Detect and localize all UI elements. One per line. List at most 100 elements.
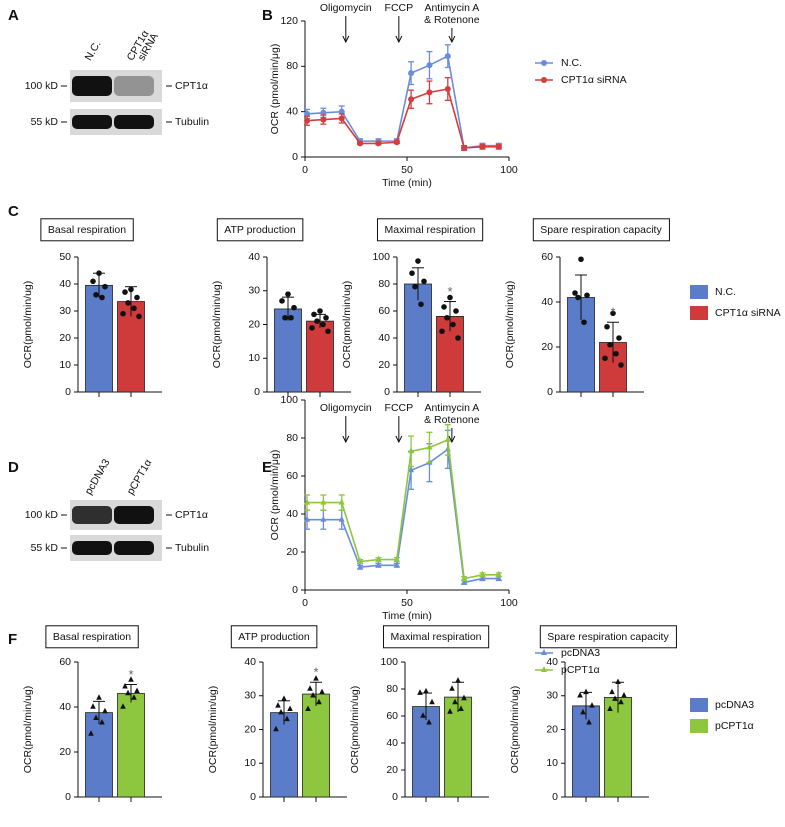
data-point xyxy=(325,328,331,335)
data-point xyxy=(618,698,624,705)
legend-swatch xyxy=(690,719,708,733)
data-point xyxy=(96,694,102,700)
y-tick-label: 10 xyxy=(244,757,256,769)
data-point xyxy=(409,270,415,277)
arrow-head xyxy=(395,35,403,44)
legend-label: pCPT1α xyxy=(561,664,600,676)
marker xyxy=(426,89,433,96)
data-point xyxy=(621,691,627,698)
legend-marker xyxy=(541,649,547,655)
bar xyxy=(412,706,440,798)
data-point xyxy=(426,718,432,725)
y-tick-label: 0 xyxy=(254,386,260,398)
data-point xyxy=(128,676,134,682)
data-point xyxy=(122,289,128,295)
y-tick-label: 30 xyxy=(59,305,71,317)
significance: * xyxy=(313,665,318,680)
x-tick-label: 0 xyxy=(302,597,308,609)
x-tick-label: 50 xyxy=(401,597,413,609)
marker xyxy=(304,110,311,117)
legend-label: pCPT1α xyxy=(715,720,754,732)
y-tick-label: 20 xyxy=(244,723,256,735)
y-tick-label: 10 xyxy=(59,359,71,371)
data-point xyxy=(577,691,583,698)
panel-label: E xyxy=(262,459,272,476)
data-point xyxy=(420,712,426,718)
y-tick-label: 60 xyxy=(386,710,398,722)
y-tick-label: 60 xyxy=(541,251,553,263)
y-tick-label: 100 xyxy=(380,656,398,668)
data-point xyxy=(584,292,590,299)
marker xyxy=(461,144,468,151)
data-point xyxy=(136,313,142,320)
arrow-head xyxy=(448,435,456,444)
y-tick-label: 20 xyxy=(541,341,553,353)
data-point xyxy=(441,304,447,310)
y-tick-label: 40 xyxy=(59,701,71,713)
chart-title: ATP production xyxy=(238,631,310,643)
blot-band xyxy=(72,506,112,524)
chart-title: ATP production xyxy=(224,224,296,236)
lane-label: N.C. xyxy=(83,39,104,63)
series-line xyxy=(306,88,499,149)
series-line xyxy=(307,438,499,580)
y-axis-label: OCR(pmol/min/ug) xyxy=(22,686,34,774)
legend-label: CPT1α siRNA xyxy=(715,307,781,319)
data-point xyxy=(607,705,613,712)
lane-label: pCPT1α xyxy=(125,457,155,497)
data-point xyxy=(281,695,287,701)
annotation: & Rotenone xyxy=(424,14,480,26)
data-point xyxy=(99,718,105,725)
data-point xyxy=(589,702,595,708)
x-tick-label: 0 xyxy=(302,164,308,176)
series-line xyxy=(307,447,499,584)
marker xyxy=(408,70,415,77)
bar xyxy=(270,712,298,798)
y-axis-label: OCR (pmol/min/μg) xyxy=(269,450,281,541)
y-tick-label: 0 xyxy=(250,791,256,803)
y-tick-label: 20 xyxy=(386,764,398,776)
band-size: 100 kD xyxy=(25,80,59,92)
y-axis-label: OCR(pmol/min/ug) xyxy=(22,281,34,369)
marker xyxy=(393,139,400,146)
marker xyxy=(320,109,327,116)
marker xyxy=(338,515,345,522)
y-tick-label: 80 xyxy=(378,278,390,290)
y-tick-label: 40 xyxy=(386,737,398,749)
data-point xyxy=(610,310,616,317)
bar xyxy=(85,712,113,798)
y-tick-label: 0 xyxy=(292,151,298,163)
data-point xyxy=(275,702,281,708)
data-point xyxy=(99,294,105,301)
y-axis-label: OCR(pmol/min/ug) xyxy=(504,281,516,369)
data-point xyxy=(319,688,325,695)
bar xyxy=(85,284,113,393)
y-tick-label: 0 xyxy=(547,386,553,398)
marker xyxy=(426,62,433,69)
blot-band xyxy=(72,541,112,555)
data-point xyxy=(612,695,618,701)
marker xyxy=(357,557,364,564)
y-tick-label: 20 xyxy=(248,318,260,330)
title-box xyxy=(376,218,484,242)
data-point xyxy=(291,304,297,311)
legend-label: CPT1α siRNA xyxy=(561,74,627,86)
marker xyxy=(304,515,311,522)
y-tick-label: 40 xyxy=(244,656,256,668)
y-axis-label: OCR(pmol/min/ug) xyxy=(341,281,353,369)
chart-title: Maximal respiration xyxy=(384,224,475,236)
data-point xyxy=(423,687,429,694)
data-point xyxy=(613,350,619,357)
y-axis-label: OCR(pmol/min/ug) xyxy=(509,686,521,774)
data-point xyxy=(458,705,464,712)
marker xyxy=(408,466,415,473)
data-point xyxy=(455,335,461,341)
chart-title: Maximal respiration xyxy=(390,631,481,643)
y-tick-label: 20 xyxy=(546,723,558,735)
data-point xyxy=(90,703,96,709)
arrow-head xyxy=(342,35,350,44)
data-point xyxy=(447,708,453,714)
data-point xyxy=(305,705,311,712)
y-tick-label: 10 xyxy=(248,352,260,364)
data-point xyxy=(285,291,291,297)
